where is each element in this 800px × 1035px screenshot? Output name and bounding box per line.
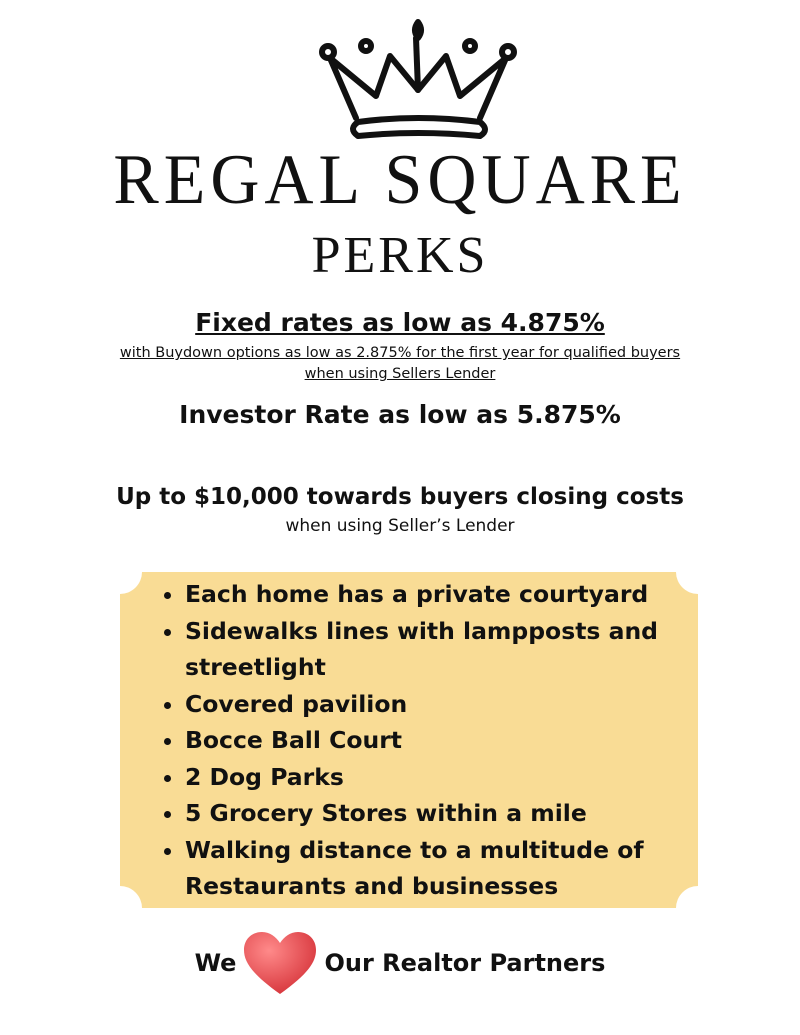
page-title: REGAL SQUARE bbox=[113, 139, 687, 219]
page-subtitle: PERKS bbox=[311, 227, 489, 284]
investor-rate-headline: Investor Rate as low as 5.875% bbox=[179, 400, 621, 429]
perks-box bbox=[120, 572, 698, 908]
list-item: 2 Dog Parks bbox=[185, 759, 725, 796]
footer-tagline: We Our Realtor Partners bbox=[0, 930, 800, 996]
list-item: 5 Grocery Stores within a mile bbox=[185, 795, 725, 832]
heart-icon bbox=[244, 932, 317, 994]
crown-icon bbox=[319, 19, 517, 139]
buydown-text-line1: with Buydown options as low as 2.875% fo… bbox=[119, 345, 681, 361]
list-item: Bocce Ball Court bbox=[185, 722, 725, 759]
buydown-text-line2: when using Sellers Lender bbox=[304, 366, 496, 382]
closing-costs-subtext: when using Seller’s Lender bbox=[285, 516, 515, 536]
fixed-rate-headline: Fixed rates as low as 4.875% bbox=[195, 308, 605, 337]
closing-costs-headline: Up to $10,000 towards buyers closing cos… bbox=[116, 484, 684, 510]
list-item: Walking distance to a multitude of Resta… bbox=[185, 832, 725, 905]
list-item: Covered pavilion bbox=[185, 686, 725, 723]
list-item: Sidewalks lines with lampposts and stree… bbox=[185, 613, 725, 686]
footer-realtor-partners: Our Realtor Partners bbox=[324, 949, 606, 977]
perks-list: Each home has a private courtyard Sidewa… bbox=[160, 576, 725, 905]
footer-we: We bbox=[194, 949, 237, 977]
list-item: Each home has a private courtyard bbox=[185, 576, 725, 613]
